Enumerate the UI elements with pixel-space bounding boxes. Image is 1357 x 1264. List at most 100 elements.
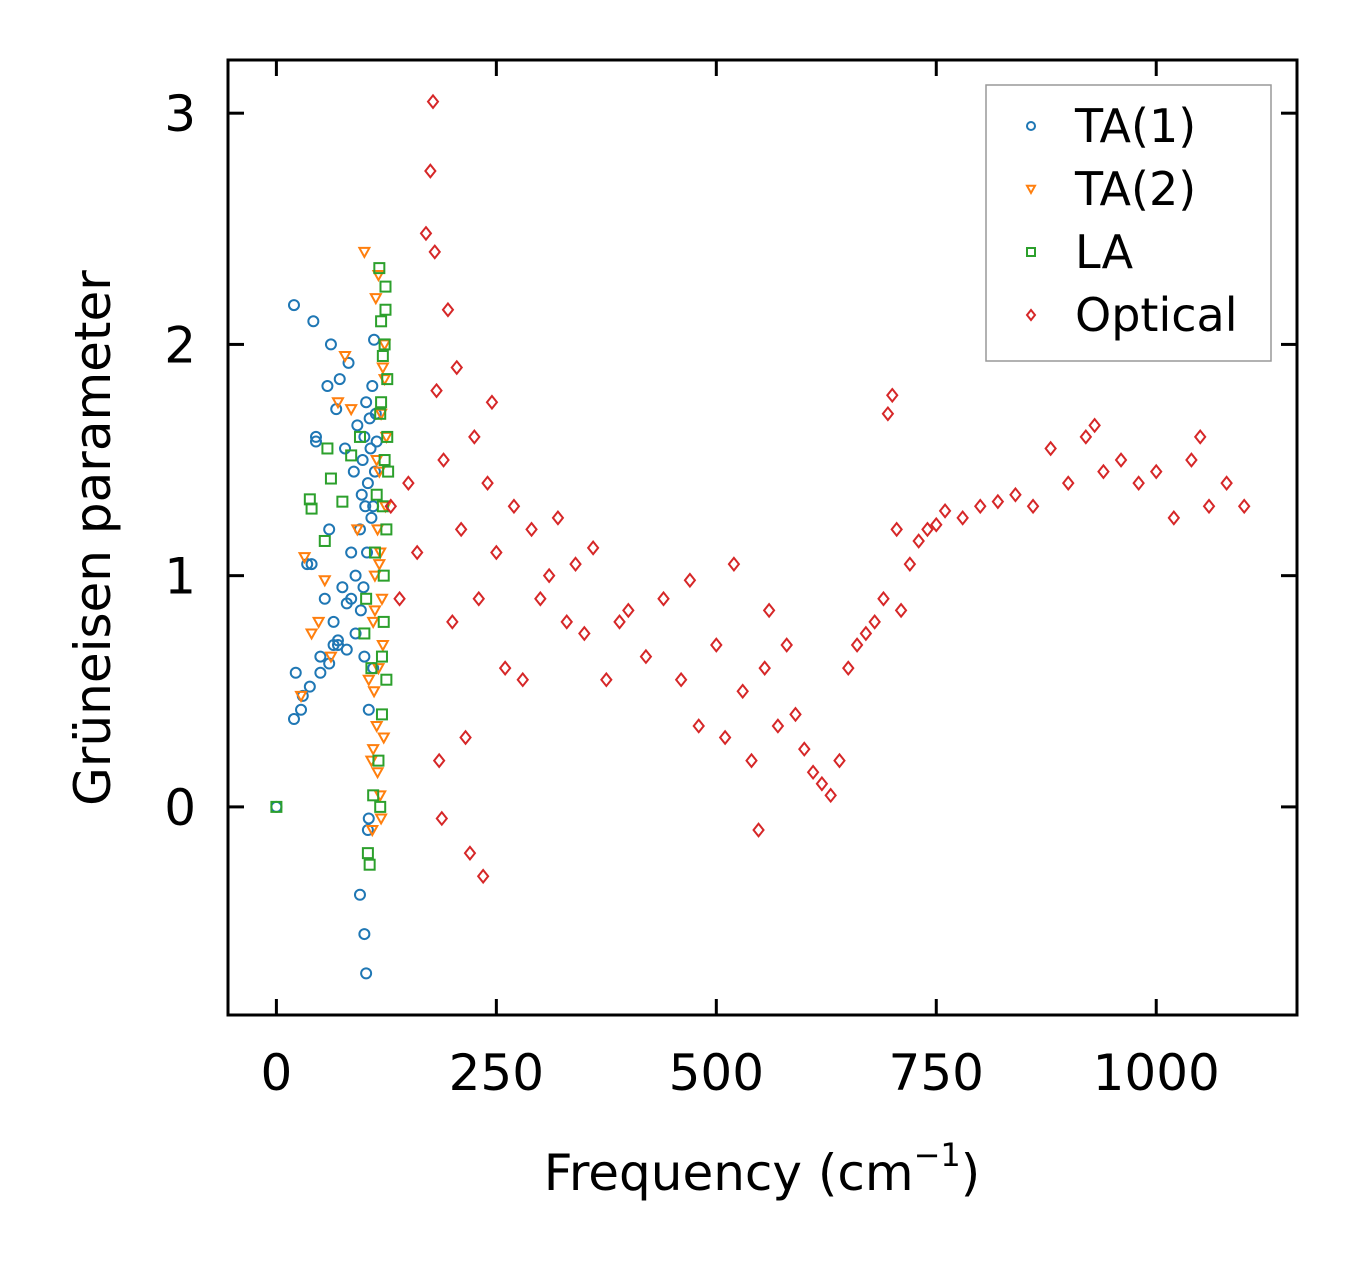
data-point: [362, 812, 375, 825]
data-point: [344, 404, 358, 417]
data-point: [430, 382, 443, 399]
data-point: [1044, 440, 1057, 457]
data-point: [1009, 486, 1022, 503]
data-point: [287, 299, 300, 312]
y-tick-label: 2: [164, 316, 196, 374]
data-point: [432, 752, 446, 769]
data-point: [859, 625, 873, 642]
data-point: [336, 581, 349, 594]
data-point: [1026, 498, 1040, 515]
data-point: [375, 396, 388, 409]
data-point: [363, 858, 376, 871]
data-point: [727, 556, 741, 572]
data-point: [929, 516, 943, 533]
legend-label: TA(1): [1074, 99, 1196, 153]
data-point: [374, 800, 387, 813]
data-point: [516, 671, 530, 688]
data-point: [1167, 509, 1181, 526]
data-point: [356, 454, 369, 467]
data-point: [351, 419, 364, 432]
data-point: [402, 475, 415, 492]
data-point: [1202, 498, 1216, 515]
y-tick-label: 3: [164, 85, 196, 143]
data-point: [736, 683, 749, 700]
data-point: [384, 498, 398, 515]
data-point: [368, 605, 382, 618]
data-point: [370, 488, 383, 501]
data-point: [921, 521, 934, 538]
legend-label: LA: [1075, 225, 1134, 279]
x-tick-label: 1000: [1093, 1044, 1220, 1102]
data-point: [375, 593, 389, 606]
series-layer: [270, 93, 1251, 980]
data-point: [345, 592, 358, 605]
data-point: [542, 567, 556, 584]
data-point: [303, 680, 316, 693]
legend-marker: [1025, 308, 1037, 322]
data-point: [368, 333, 381, 346]
x-tick-label: 250: [449, 1044, 544, 1102]
data-point: [340, 643, 353, 656]
data-point: [824, 787, 837, 804]
y-axis-title: Grüneisen parameter: [64, 270, 122, 806]
data-point: [360, 967, 373, 980]
data-point: [369, 293, 383, 306]
data-point: [349, 627, 362, 640]
data-point: [1220, 475, 1233, 492]
data-point: [357, 246, 372, 259]
data-point: [355, 488, 368, 501]
data-point: [372, 754, 385, 767]
data-point: [806, 764, 820, 781]
data-point: [560, 614, 574, 630]
data-point: [1088, 417, 1101, 434]
data-point: [371, 270, 386, 283]
data-point: [815, 775, 829, 792]
data-point: [304, 628, 319, 641]
data-point: [338, 350, 352, 364]
data-point: [362, 703, 375, 716]
data-point: [287, 713, 300, 726]
data-point: [374, 407, 387, 420]
data-point: [327, 639, 340, 652]
ticks-layer: 0 250 500 750 1000 0 1 2 3: [164, 60, 1297, 1102]
data-point: [622, 602, 635, 619]
data-point: [350, 524, 365, 537]
plot-area: 0 250 500 750 1000 0 1 2 3: [164, 58, 1299, 1102]
data-point: [463, 845, 477, 861]
data-point: [368, 546, 381, 559]
data-point: [551, 509, 565, 526]
data-point: [307, 315, 320, 328]
data-point: [1193, 429, 1207, 445]
data-point: [762, 602, 776, 619]
data-point: [842, 660, 855, 676]
data-point: [381, 430, 394, 443]
data-point: [657, 590, 670, 607]
data-point: [780, 637, 793, 653]
data-point: [378, 338, 391, 351]
data-point: [569, 556, 582, 572]
data-point: [360, 396, 373, 409]
data-point: [270, 800, 283, 813]
data-point: [376, 640, 390, 653]
data-point: [613, 614, 626, 630]
data-point: [360, 592, 373, 605]
data-point: [381, 373, 394, 386]
data-point: [481, 475, 494, 492]
data-point: [525, 521, 538, 538]
data-point: [586, 540, 600, 556]
data-point: [374, 813, 388, 826]
axes-frame: [226, 58, 1299, 1017]
data-point: [349, 569, 362, 582]
data-point: [868, 614, 881, 630]
y-tick-label: 0: [164, 779, 196, 837]
data-point: [305, 558, 318, 571]
data-point: [885, 387, 899, 404]
data-point: [297, 552, 312, 565]
data-point: [485, 394, 499, 411]
data-point: [1079, 429, 1093, 445]
data-point: [370, 767, 385, 780]
data-point: [1061, 475, 1075, 492]
legend-marker: [1025, 184, 1037, 196]
data-point: [359, 500, 372, 513]
data-point: [342, 356, 355, 369]
